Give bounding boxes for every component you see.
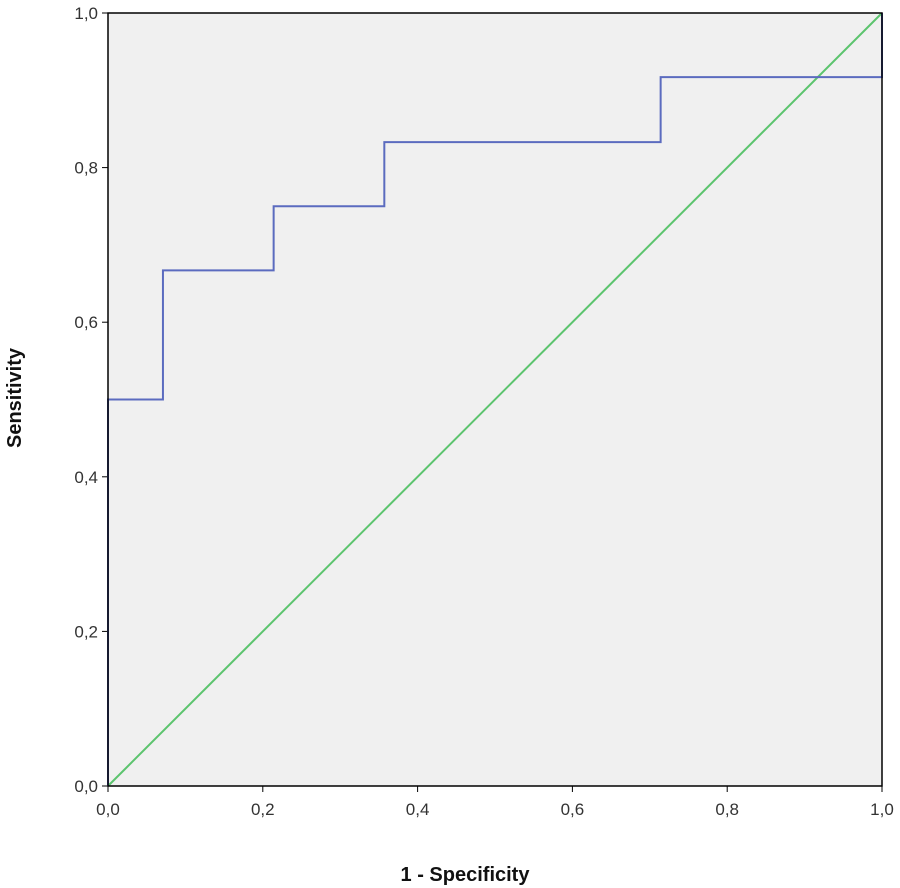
- y-tick-label: 0,4: [74, 468, 98, 487]
- x-tick-label: 0,2: [251, 800, 275, 819]
- series-layer: [107, 12, 883, 787]
- x-tick-label: 0,8: [715, 800, 739, 819]
- y-axis-title: Sensitivity: [4, 347, 26, 448]
- reference-diagonal-line: [107, 12, 883, 787]
- x-tick-label: 0,6: [561, 800, 585, 819]
- y-tick-label: 0,0: [74, 777, 98, 796]
- x-tick-label: 0,4: [406, 800, 430, 819]
- y-tick-label: 0,2: [74, 622, 98, 641]
- roc-curve-line: [107, 13, 883, 786]
- x-axis-title: 1 - Specificity: [401, 864, 531, 886]
- x-tick-label: 0,0: [96, 800, 120, 819]
- plot-frame: [107, 12, 883, 787]
- x-tick-label: 1,0: [870, 800, 894, 819]
- axis-ticks: [102, 12, 883, 792]
- x-tick-labels: 0,0 0,2 0,4 0,6 0,8 1,0: [96, 800, 894, 819]
- y-tick-label: 0,6: [74, 313, 98, 332]
- y-tick-labels: 0,0 0,2 0,4 0,6 0,8 1,0: [74, 4, 98, 796]
- y-tick-label: 1,0: [74, 4, 98, 23]
- y-tick-label: 0,8: [74, 159, 98, 178]
